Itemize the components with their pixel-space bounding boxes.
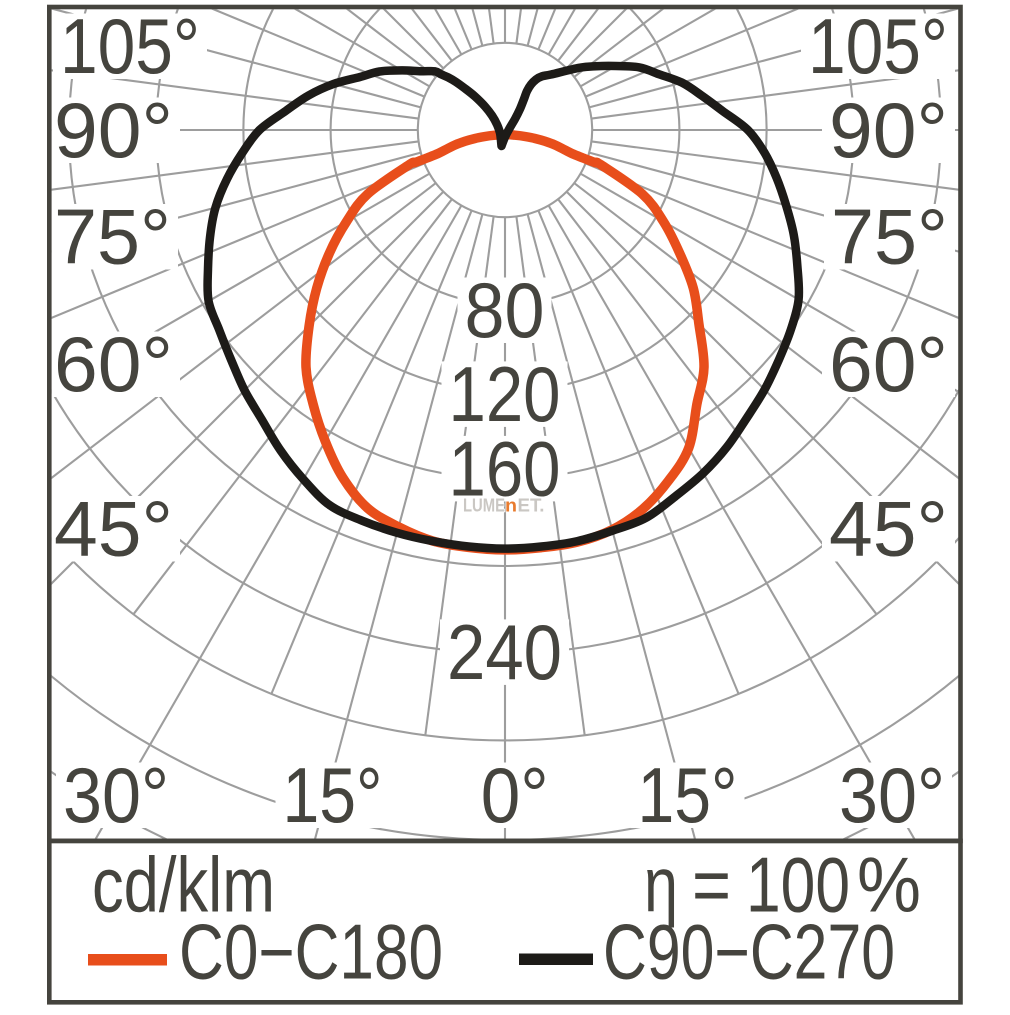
svg-text:30°: 30° [839, 753, 945, 839]
svg-text:15°: 15° [283, 753, 383, 839]
svg-text:0°: 0° [481, 753, 549, 839]
svg-text:120: 120 [449, 352, 561, 438]
svg-text:80: 80 [465, 268, 545, 354]
svg-text:75°: 75° [831, 195, 948, 281]
svg-text:60°: 60° [829, 322, 948, 408]
svg-text:30°: 30° [63, 753, 169, 839]
svg-text:105°: 105° [808, 4, 948, 90]
svg-text:LUME: LUME [463, 496, 505, 516]
svg-text:240: 240 [447, 610, 562, 696]
svg-text:75°: 75° [54, 195, 171, 281]
svg-text:n: n [505, 496, 517, 516]
svg-text:90°: 90° [54, 88, 173, 174]
svg-text:45°: 45° [829, 487, 948, 573]
svg-text:90°: 90° [829, 88, 948, 174]
svg-text:15°: 15° [638, 753, 738, 839]
svg-text:60°: 60° [54, 322, 173, 408]
svg-text:105°: 105° [60, 4, 200, 90]
svg-text:C90−C270: C90−C270 [603, 910, 895, 996]
svg-text:45°: 45° [54, 487, 173, 573]
svg-text:C0−C180: C0−C180 [179, 910, 443, 996]
svg-text:ET.: ET. [518, 496, 545, 516]
